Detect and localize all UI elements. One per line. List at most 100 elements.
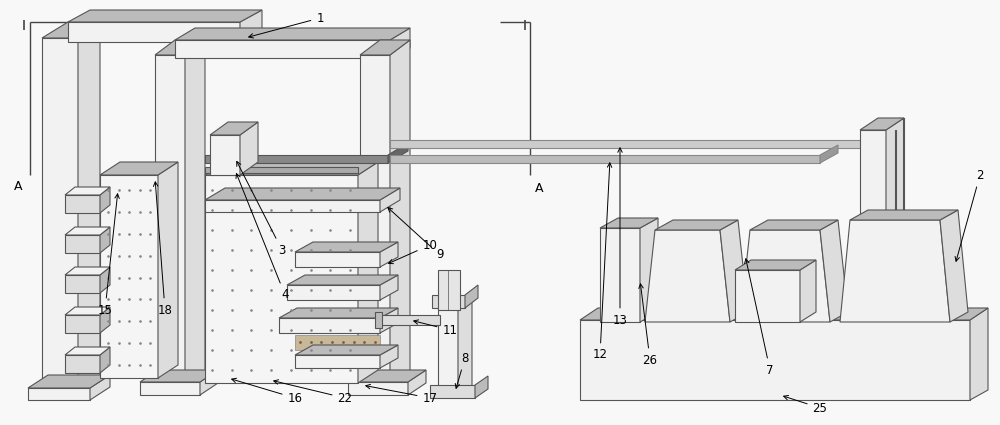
Polygon shape <box>100 227 110 253</box>
Polygon shape <box>348 382 408 395</box>
Polygon shape <box>645 230 730 322</box>
Polygon shape <box>380 315 440 325</box>
Polygon shape <box>295 335 380 350</box>
Polygon shape <box>100 162 178 175</box>
Polygon shape <box>42 22 100 38</box>
Polygon shape <box>735 260 816 270</box>
Polygon shape <box>358 162 378 383</box>
Polygon shape <box>205 167 358 173</box>
Polygon shape <box>100 187 110 213</box>
Polygon shape <box>100 307 110 333</box>
Polygon shape <box>640 218 658 322</box>
Polygon shape <box>210 135 240 175</box>
Polygon shape <box>845 382 900 395</box>
Polygon shape <box>210 122 258 135</box>
Text: 9: 9 <box>388 207 444 261</box>
Polygon shape <box>28 375 110 388</box>
Polygon shape <box>200 370 218 395</box>
Text: 1: 1 <box>249 11 324 38</box>
Polygon shape <box>65 227 110 235</box>
Polygon shape <box>845 370 916 382</box>
Polygon shape <box>68 22 240 42</box>
Polygon shape <box>886 118 904 390</box>
Text: A: A <box>14 180 22 193</box>
Polygon shape <box>900 370 916 395</box>
Polygon shape <box>28 388 90 400</box>
Polygon shape <box>240 122 258 175</box>
Polygon shape <box>348 370 426 382</box>
Polygon shape <box>140 382 200 395</box>
Text: 15: 15 <box>98 194 119 317</box>
Polygon shape <box>388 143 408 163</box>
Text: 25: 25 <box>784 395 827 414</box>
Polygon shape <box>65 275 100 293</box>
Polygon shape <box>820 145 838 163</box>
Polygon shape <box>287 285 380 300</box>
Polygon shape <box>850 210 958 220</box>
Polygon shape <box>100 175 158 378</box>
Polygon shape <box>65 347 110 355</box>
Polygon shape <box>465 285 478 308</box>
Polygon shape <box>380 242 398 267</box>
Polygon shape <box>140 370 218 382</box>
Polygon shape <box>65 307 110 315</box>
Text: 10: 10 <box>389 238 437 264</box>
Polygon shape <box>205 188 400 200</box>
Polygon shape <box>390 40 410 390</box>
Polygon shape <box>295 242 398 252</box>
Text: 11: 11 <box>414 320 458 337</box>
Polygon shape <box>390 28 410 58</box>
Polygon shape <box>860 130 886 390</box>
Polygon shape <box>65 267 110 275</box>
Text: 17: 17 <box>366 384 438 405</box>
Polygon shape <box>600 228 640 322</box>
Polygon shape <box>432 295 465 308</box>
Polygon shape <box>430 385 475 398</box>
Polygon shape <box>100 347 110 373</box>
Text: 22: 22 <box>274 380 352 405</box>
Polygon shape <box>970 308 988 400</box>
Polygon shape <box>279 308 398 318</box>
Text: 4: 4 <box>236 173 289 301</box>
Polygon shape <box>720 220 748 322</box>
Polygon shape <box>78 22 100 395</box>
Polygon shape <box>860 118 904 130</box>
Polygon shape <box>940 210 968 322</box>
Polygon shape <box>205 155 388 163</box>
Polygon shape <box>295 345 398 355</box>
Polygon shape <box>240 10 262 42</box>
Polygon shape <box>408 370 426 395</box>
Text: 16: 16 <box>232 378 302 405</box>
Polygon shape <box>390 140 880 148</box>
Polygon shape <box>65 315 100 333</box>
Polygon shape <box>295 252 380 267</box>
Text: 3: 3 <box>237 162 286 257</box>
Polygon shape <box>360 40 410 55</box>
Polygon shape <box>42 38 78 395</box>
Polygon shape <box>65 235 100 253</box>
Polygon shape <box>185 40 205 390</box>
Polygon shape <box>380 188 400 212</box>
Polygon shape <box>655 220 738 230</box>
Polygon shape <box>380 275 398 300</box>
Polygon shape <box>158 162 178 378</box>
Polygon shape <box>750 220 838 230</box>
Polygon shape <box>205 175 358 383</box>
Text: 13: 13 <box>613 148 627 326</box>
Polygon shape <box>580 320 970 400</box>
Polygon shape <box>360 55 390 390</box>
Polygon shape <box>205 162 378 175</box>
Polygon shape <box>880 130 898 148</box>
Polygon shape <box>438 270 460 310</box>
Polygon shape <box>175 28 410 40</box>
Text: 2: 2 <box>955 168 984 261</box>
Polygon shape <box>735 270 800 322</box>
Polygon shape <box>878 118 900 148</box>
Text: 7: 7 <box>745 259 774 377</box>
Polygon shape <box>279 318 380 333</box>
Polygon shape <box>820 220 848 322</box>
Polygon shape <box>65 355 100 373</box>
Text: 12: 12 <box>592 163 612 362</box>
Polygon shape <box>65 195 100 213</box>
Text: A: A <box>535 182 544 195</box>
